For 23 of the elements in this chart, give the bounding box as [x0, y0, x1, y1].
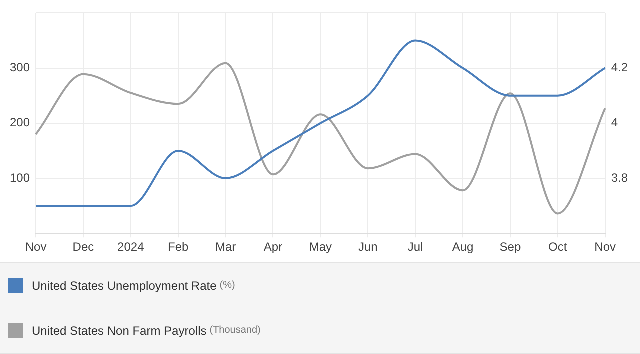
x-tick-label: 2024: [118, 240, 145, 254]
legend-label: United States Unemployment Rate (%): [32, 278, 236, 292]
x-tick-label: Mar: [215, 240, 236, 254]
x-tick-label: Jul: [408, 240, 424, 254]
y-tick-label: 200: [10, 116, 30, 130]
line-series: [35, 40, 606, 208]
x-tick-label: Feb: [168, 240, 190, 254]
x-tick-label: May: [309, 240, 332, 254]
y2-tick-label: 4: [611, 116, 618, 130]
y2-tick-label: 3.8: [611, 170, 628, 185]
y-tick-label: 100: [10, 170, 30, 185]
line-series: [35, 62, 606, 215]
x-tick-label: Nov: [594, 240, 616, 254]
x-tick-label: Dec: [72, 240, 94, 254]
x-tick-label: Oct: [548, 240, 568, 254]
x-tick-label: Jun: [358, 240, 378, 254]
x-tick-label: Aug: [452, 240, 474, 254]
y-tick-label: 300: [10, 60, 30, 75]
x-tick-label: Sep: [500, 240, 522, 254]
x-tick-label: Nov: [25, 240, 47, 254]
x-tick-label: Apr: [264, 240, 283, 254]
legend-label: United States Non Farm Payrolls (Thousand): [32, 324, 261, 338]
y2-tick-label: 4.2: [611, 60, 628, 75]
